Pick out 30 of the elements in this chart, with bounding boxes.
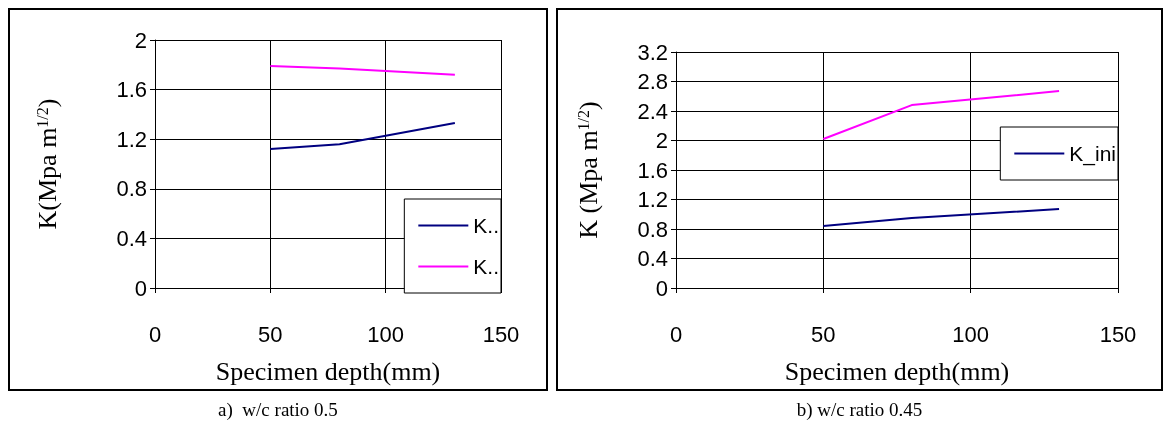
y-tick-label: 2: [134, 27, 147, 53]
x-tick-label: 100: [952, 321, 990, 347]
y-tick-label: 0.4: [637, 246, 668, 271]
legend-label: K..: [473, 255, 500, 278]
x-tick-label: 100: [367, 321, 405, 347]
x-axis-title: Specimen depth(mm): [784, 356, 1010, 386]
y-tick-label: 1.2: [637, 187, 668, 212]
y-tick-label: 2: [655, 128, 668, 153]
y-tick-label: 0: [655, 275, 668, 301]
text: b) w/c ratio 0.45: [795, 399, 924, 421]
x-tick-label: 50: [258, 321, 283, 347]
y-tick-label: 3.2: [637, 39, 668, 65]
y-tick-label: 1.6: [116, 77, 147, 103]
x-tick-label: 150: [1099, 321, 1137, 347]
legend-label: K..: [473, 214, 500, 237]
text: a) w/c ratio 0.5: [217, 399, 339, 421]
y-tick-label: 2.4: [637, 98, 668, 124]
y-tick-label: 0: [134, 275, 147, 301]
y-axis-title: K(Mpa m1/2): [32, 98, 62, 230]
x-tick-label: 150: [482, 321, 520, 347]
y-tick-label: 1.2: [116, 126, 147, 152]
legend-label: K_ini: [1069, 142, 1117, 166]
y-tick-label: 1.6: [637, 157, 668, 183]
y-axis-title: K (Mpa m1/2): [573, 101, 603, 239]
y-tick-label: 0.8: [116, 176, 147, 202]
y-tick-label: 2.8: [637, 69, 668, 94]
y-tick-label: 0.4: [116, 225, 147, 251]
x-axis-title: Specimen depth(mm): [215, 356, 441, 386]
x-tick-label: 50: [811, 321, 836, 347]
y-tick-label: 0.8: [637, 216, 668, 242]
